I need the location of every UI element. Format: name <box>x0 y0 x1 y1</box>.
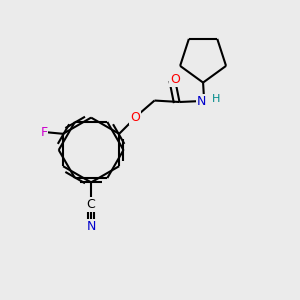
Text: N: N <box>197 94 206 108</box>
Text: C: C <box>87 198 95 211</box>
Text: N: N <box>86 220 96 233</box>
Text: O: O <box>130 111 140 124</box>
Text: F: F <box>40 126 47 139</box>
Text: H: H <box>212 94 220 104</box>
Text: O: O <box>170 74 180 86</box>
